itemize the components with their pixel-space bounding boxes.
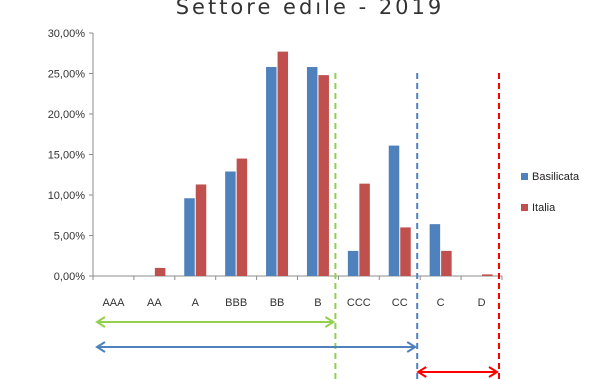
range-arrow xyxy=(416,366,499,378)
y-tick-label: 0,00% xyxy=(54,271,85,283)
x-tick-label: A xyxy=(192,297,200,309)
bar-basilicata-cc xyxy=(388,145,400,276)
x-tick-label: D xyxy=(478,297,486,309)
arrow-head-right xyxy=(406,341,418,353)
arrow-head-left xyxy=(95,316,106,328)
bar-italia-a xyxy=(195,184,207,276)
x-tick-label: AAA xyxy=(102,297,125,309)
chart-legend: Basilicata Italia xyxy=(521,171,580,214)
legend-swatch xyxy=(521,173,528,180)
bar-italia-b xyxy=(318,75,329,277)
y-tick-label: 5,00% xyxy=(54,231,85,243)
y-tick-label: 20,00% xyxy=(48,109,86,121)
bar-basilicata-c xyxy=(429,224,441,276)
bar-italia-cc xyxy=(400,227,411,276)
arrow-head-left xyxy=(416,366,427,378)
x-tick-label: CCC xyxy=(347,297,371,309)
chart-axes: 0,00% 5,00% 10,00% 15,00% 20,00% 25,00% 30,00%… xyxy=(48,28,503,309)
x-tick-label: CC xyxy=(392,297,408,309)
bar-basilicata-ccc xyxy=(347,250,359,276)
x-tick-label: B xyxy=(314,297,321,309)
x-tick-label: AA xyxy=(147,297,162,309)
bar-italia-bbb xyxy=(236,158,248,276)
range-arrow xyxy=(95,316,336,328)
chart-title: Settore edile - 2019 xyxy=(176,0,445,19)
bar-italia-aa xyxy=(154,267,166,276)
y-tick-label: 10,00% xyxy=(48,190,86,202)
bar-basilicata-a xyxy=(184,198,195,276)
x-tick-label: BB xyxy=(270,297,285,309)
bar-basilicata-bbb xyxy=(225,171,236,276)
x-tick-label: C xyxy=(437,297,445,309)
legend-label: Basilicata xyxy=(532,171,580,183)
chart-bars xyxy=(154,51,493,277)
bar-basilicata-bb xyxy=(266,67,277,277)
y-tick-label: 25,00% xyxy=(48,69,86,81)
legend-label: Italia xyxy=(532,202,556,214)
y-tick-label: 15,00% xyxy=(48,150,86,162)
x-tick-label: BBB xyxy=(225,297,247,309)
chart-annotations xyxy=(95,73,500,379)
bar-italia-bb xyxy=(277,51,289,276)
range-arrow xyxy=(95,341,418,353)
arrow-head-right xyxy=(488,366,499,378)
bar-basilicata-b xyxy=(306,67,318,277)
legend-swatch xyxy=(521,204,528,211)
arrow-head-left xyxy=(95,341,106,353)
y-tick-label: 30,00% xyxy=(48,28,86,40)
arrow-head-right xyxy=(324,316,336,328)
bar-italia-c xyxy=(441,250,452,276)
bar-italia-ccc xyxy=(359,183,370,276)
bar-italia-d xyxy=(482,274,493,276)
